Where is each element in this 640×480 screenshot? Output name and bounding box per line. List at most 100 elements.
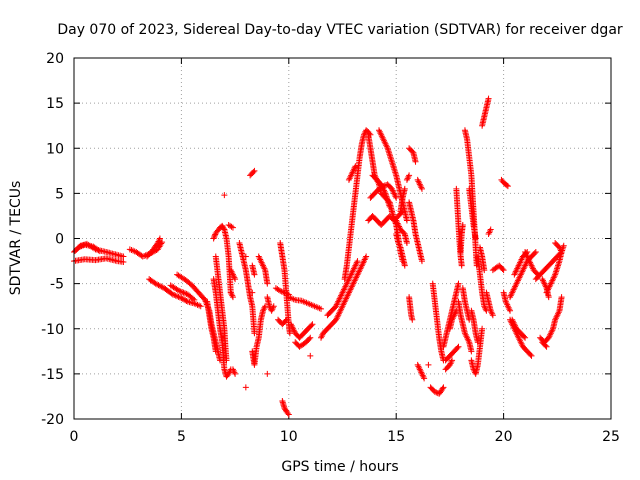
data-point — [485, 95, 492, 102]
data-point — [242, 384, 249, 391]
data-point — [210, 235, 217, 242]
data-point — [386, 203, 393, 210]
data-point — [229, 294, 236, 301]
data-point — [400, 229, 407, 236]
data-point — [307, 334, 314, 341]
y-tick-label: -5 — [50, 277, 64, 293]
data-point — [179, 295, 186, 302]
data-point — [174, 293, 181, 300]
data-point — [176, 287, 183, 294]
x-tick-label: 5 — [177, 429, 186, 445]
y-tick-label: 0 — [55, 232, 64, 248]
data-point — [172, 292, 179, 299]
data-point — [439, 385, 446, 392]
data-point — [278, 288, 285, 295]
data-point — [231, 369, 238, 376]
data-point — [366, 130, 373, 137]
data-point — [230, 367, 237, 374]
data-point — [354, 258, 361, 265]
data-point — [500, 267, 507, 274]
data-point — [454, 344, 461, 351]
y-tick-label: -15 — [41, 367, 64, 383]
data-point — [486, 229, 493, 236]
data-point — [489, 312, 496, 319]
data-point — [503, 182, 510, 189]
data-point — [220, 225, 227, 232]
data-point — [401, 185, 408, 192]
data-point — [264, 280, 271, 287]
data-point — [232, 370, 239, 377]
data-point — [504, 183, 511, 190]
data-point — [181, 290, 188, 297]
y-tick-label: 5 — [55, 186, 64, 202]
data-point — [96, 248, 103, 255]
x-tick-label: 20 — [495, 429, 513, 445]
data-point — [542, 342, 549, 349]
data-point — [242, 253, 249, 260]
data-point — [421, 375, 428, 382]
data-point — [282, 290, 289, 297]
data-point — [197, 303, 204, 310]
x-tick-label: 0 — [70, 429, 79, 445]
data-point — [521, 333, 528, 340]
data-point — [440, 384, 447, 391]
data-point — [251, 167, 258, 174]
data-point — [499, 265, 506, 272]
data-point — [180, 289, 187, 296]
data-point — [251, 271, 258, 278]
y-tick-label: 10 — [46, 141, 64, 157]
data-point — [229, 224, 236, 231]
data-point — [260, 306, 267, 313]
data-point — [406, 172, 413, 179]
data-point — [212, 348, 219, 355]
data-point — [141, 252, 148, 259]
y-tick-label: 20 — [46, 51, 64, 67]
data-point — [527, 351, 534, 358]
data-point — [249, 289, 256, 296]
data-point — [280, 289, 287, 296]
data-point — [449, 357, 456, 364]
data-point — [468, 348, 475, 355]
data-point — [283, 316, 290, 323]
data-point — [455, 280, 462, 287]
data-point — [309, 321, 316, 328]
data-point — [221, 192, 228, 199]
data-point — [277, 287, 284, 294]
y-axis-label: SDTVAR / TECUs — [8, 181, 24, 296]
data-point — [270, 303, 277, 310]
data-point — [232, 276, 239, 283]
data-point — [531, 250, 538, 257]
axis-ticks: 0 5 10 15 20 25 -20 -15 -10 -5 0 5 10 15 20 — [41, 51, 620, 445]
x-tick-label: 25 — [602, 429, 620, 445]
data-point — [95, 247, 102, 254]
data-point — [528, 352, 535, 359]
data-point — [229, 292, 236, 299]
data-point — [183, 297, 190, 304]
data-point — [363, 253, 370, 260]
y-tick-label: -20 — [41, 412, 64, 428]
data-point — [175, 293, 182, 300]
x-tick-label: 15 — [387, 429, 405, 445]
data-point — [474, 339, 481, 346]
data-point — [455, 343, 462, 350]
data-point — [458, 262, 465, 269]
data-point — [403, 240, 410, 247]
data-point — [228, 291, 235, 298]
data-point — [479, 325, 486, 332]
x-tick-label: 10 — [280, 429, 298, 445]
data-point — [404, 175, 411, 182]
data-point — [431, 388, 438, 395]
data-point — [425, 361, 432, 368]
data-point — [560, 242, 567, 249]
data-point — [418, 258, 425, 265]
data-point — [306, 335, 313, 342]
data-point — [532, 249, 539, 256]
data-point — [401, 262, 408, 269]
grid-lines — [74, 58, 611, 419]
data-point — [282, 317, 289, 324]
data-point — [284, 290, 291, 297]
plot-frame — [73, 57, 612, 420]
data-point — [486, 227, 493, 234]
data-point — [393, 194, 400, 201]
